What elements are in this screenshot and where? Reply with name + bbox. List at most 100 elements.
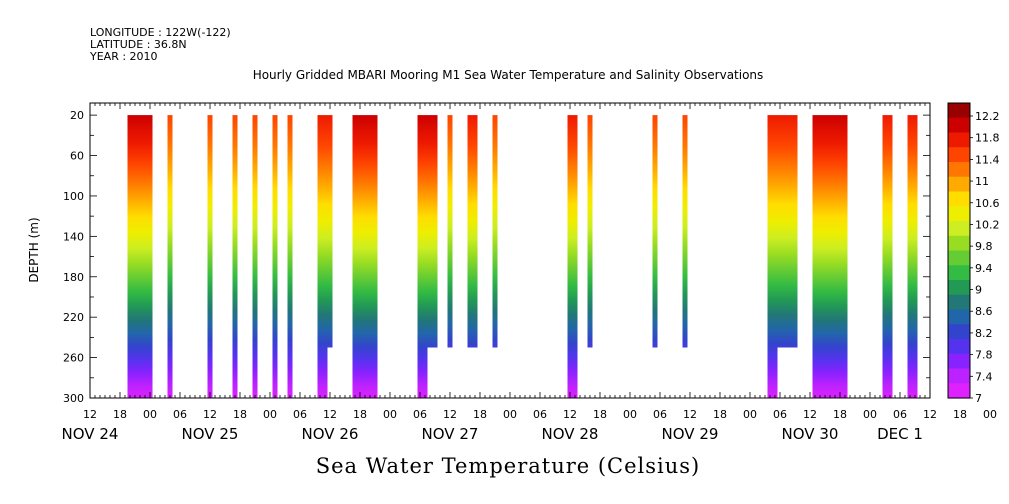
colorbar-swatch <box>948 368 970 384</box>
observation-segment <box>287 115 293 398</box>
x-hour-tick-label: 12 <box>803 408 817 421</box>
observation-segment <box>467 115 478 348</box>
observation-segment <box>587 115 593 348</box>
x-hour-tick-label: 12 <box>563 408 577 421</box>
chart-axes: 12 18 00 06 12 18 00 06 12 18 00 06 12 18 00 06 12 18 00 06… <box>62 102 997 443</box>
colorbar-swatch <box>948 103 970 119</box>
observation-segment <box>907 115 918 398</box>
colorbar-swatch <box>948 147 970 163</box>
x-day-label: NOV 24 <box>62 425 119 443</box>
observation-segment <box>777 115 798 348</box>
observation-segment <box>352 115 378 398</box>
colorbar-swatch <box>948 162 970 178</box>
colorbar-label: 8.2 <box>975 327 993 340</box>
x-hour-tick-label: 06 <box>653 408 667 421</box>
x-hour-tick-label: 12 <box>203 408 217 421</box>
colorbar-swatch <box>948 191 970 207</box>
x-hour-tick-label: 18 <box>473 408 487 421</box>
colorbar-label: 11.8 <box>975 132 1000 145</box>
observation-segment <box>232 115 238 398</box>
colorbar-swatch <box>948 294 970 311</box>
x-hour-tick-label: 18 <box>833 408 847 421</box>
x-hour-tick-label: 06 <box>773 408 787 421</box>
observation-segment <box>272 115 278 398</box>
x-day-label: NOV 26 <box>302 425 359 443</box>
colorbar-label: 10.2 <box>975 218 1000 231</box>
x-hour-tick-label: 12 <box>683 408 697 421</box>
colorbar-label: 7 <box>975 392 982 405</box>
colorbar-label: 10.6 <box>975 197 1000 210</box>
x-day-label: NOV 29 <box>662 425 719 443</box>
observation-segment <box>317 115 328 398</box>
y-tick-label: 300 <box>63 392 84 405</box>
observation-segment <box>812 115 848 398</box>
colorbar-label: 7.4 <box>975 370 993 383</box>
colorbar-label: 11.4 <box>975 153 1000 166</box>
observation-segment <box>682 115 688 348</box>
x-hour-tick-label: 00 <box>383 408 397 421</box>
colorbar-swatch <box>948 324 970 340</box>
observation-segment <box>207 115 213 398</box>
x-day-label: NOV 27 <box>422 425 479 443</box>
colorbar-label: 11 <box>975 175 989 188</box>
x-hour-tick-label: 12 <box>83 408 97 421</box>
longitude-label: LONGITUDE : 122W(-122) <box>90 26 231 39</box>
colorbar-swatch <box>948 206 970 222</box>
colorbar-swatch <box>948 339 970 355</box>
observation-segment <box>882 115 893 398</box>
observation-segment <box>327 115 333 348</box>
y-tick-label: 220 <box>63 311 84 324</box>
observation-segment <box>252 115 258 398</box>
x-hour-tick-label: 18 <box>953 408 967 421</box>
x-hour-tick-label: 06 <box>413 408 427 421</box>
colorbar-swatch <box>948 176 970 193</box>
year-label: YEAR : 2010 <box>90 50 158 63</box>
observation-segment <box>427 115 438 348</box>
x-hour-tick-label: 06 <box>173 408 187 421</box>
y-tick-label: 180 <box>63 271 84 284</box>
x-hour-tick-label: 00 <box>743 408 757 421</box>
x-hour-tick-label: 18 <box>233 408 247 421</box>
colorbar-swatch <box>948 235 970 252</box>
y-tick-label: 60 <box>70 150 84 163</box>
colorbar-swatch <box>948 265 970 281</box>
observation-segment <box>167 115 173 398</box>
colorbar-swatch <box>948 132 970 148</box>
plot-frame <box>89 102 931 399</box>
colorbar: 12.2 11.8 11.4 11 10.6 10.2 9.8 9.4 9 8.6 8.2 7.8 7.… <box>947 102 1000 405</box>
x-hour-tick-label: 18 <box>713 408 727 421</box>
x-hour-tick-label: 18 <box>593 408 607 421</box>
colorbar-swatch <box>948 383 970 399</box>
x-hour-tick-label: 00 <box>503 408 517 421</box>
colorbar-label: 8.6 <box>975 305 993 318</box>
x-hour-tick-label: 12 <box>443 408 457 421</box>
y-tick-label: 140 <box>63 230 84 243</box>
colorbar-swatch <box>948 117 970 134</box>
x-hour-tick-label: 00 <box>263 408 277 421</box>
x-hour-tick-label: 12 <box>323 408 337 421</box>
observation-segment <box>447 115 453 348</box>
colorbar-label: 7.8 <box>975 349 993 362</box>
x-hour-tick-label: 00 <box>143 408 157 421</box>
x-day-label: DEC 1 <box>877 425 923 443</box>
observation-segment <box>567 115 578 398</box>
y-tick-label: 20 <box>70 109 84 122</box>
x-hour-tick-label: 06 <box>893 408 907 421</box>
colorbar-swatch <box>948 221 970 237</box>
colorbar-swatch <box>948 250 970 266</box>
colorbar-swatch <box>948 309 970 325</box>
latitude-label: LATITUDE : 36.8N <box>90 38 187 51</box>
colorbar-label: 9 <box>975 284 982 297</box>
colorbar-label: 9.4 <box>975 262 993 275</box>
observation-segment <box>767 115 778 398</box>
x-hour-tick-label: 18 <box>113 408 127 421</box>
x-axis-title: Sea Water Temperature (Celsius) <box>315 454 701 478</box>
observation-segment <box>652 115 658 348</box>
observation-segment <box>417 115 428 398</box>
colorbar-label: 9.8 <box>975 240 993 253</box>
observation-bars <box>127 115 918 398</box>
x-day-label: NOV 30 <box>782 425 839 443</box>
x-hour-tick-label: 00 <box>623 408 637 421</box>
x-hour-tick-label: 12 <box>923 408 937 421</box>
